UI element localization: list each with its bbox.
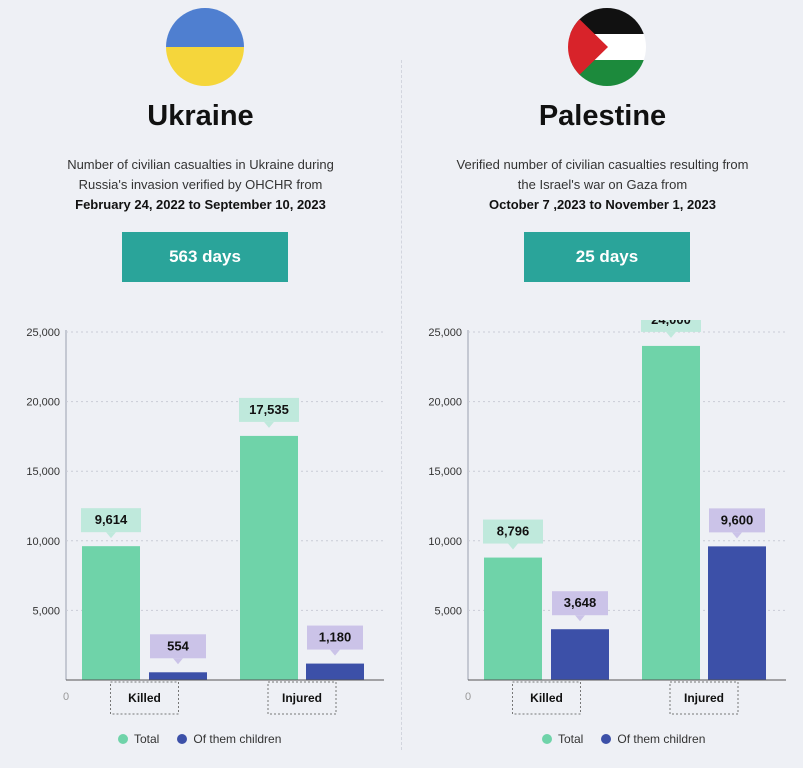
category-box [512,681,581,715]
data-label: 8,796 [483,519,543,550]
data-label-box [641,320,701,332]
days-badge: 563 days [122,232,288,282]
description: Verified number of civilian casualties r… [402,155,803,215]
y-tick-label: 10,000 [428,536,462,548]
description-line: Verified number of civilian casualties r… [456,157,749,172]
data-label-box [483,519,543,544]
data-label: 3,648 [552,591,608,622]
palestine-panel: Palestine Verified number of civilian ca… [402,0,803,768]
y-tick-label: 15,000 [428,466,462,478]
data-label-box [81,508,141,533]
bar-total-killed [82,546,140,680]
y-tick-label: 20,000 [26,397,60,409]
data-label-pointer [264,421,274,428]
palestine-bar-chart: 5,000 10,000 15,000 20,000 25,000 0 8,796 3,648… [428,320,786,715]
data-label-pointer [666,331,676,338]
legend-dot-total [542,734,552,744]
bar-children-injured [306,663,364,680]
days-badge: 25 days [524,232,690,282]
data-label-text: 1,180 [319,630,352,645]
data-label-box [150,634,206,659]
legend-dot-children [601,734,612,744]
bar-children-killed [551,629,609,680]
legend: Total Of them children [118,732,299,746]
date-range-text: October 7 ,2023 to November 1, 2023 [489,197,716,212]
palestine-flag-icon [568,8,646,86]
date-range: October 7 ,2023 to November 1, 2023 [402,195,803,215]
data-label: 17,535 [239,397,299,428]
bar-total-injured [642,345,700,680]
data-label: 24,000 [641,320,701,338]
category-box [110,681,179,715]
legend-label-total: Total [558,732,584,746]
panel-divider [401,60,402,750]
country-title: Ukraine [147,100,254,132]
legend-item-total: Total [542,732,583,746]
data-label-text: 9,614 [95,512,128,527]
x-category-label: Killed [530,691,563,705]
legend-dot-total [118,734,128,744]
data-label-pointer [330,649,340,656]
country-title: Palestine [538,100,667,132]
data-label: 9,600 [709,508,765,539]
ukraine-panel: Ukraine Number of civilian casualties in… [0,0,401,768]
data-label-box [709,508,765,533]
data-label-pointer [732,532,742,539]
legend-label-children: Of them children [617,732,706,746]
x-category-label: Killed [128,691,161,705]
data-label-box [307,625,363,650]
description-line: the Israel's war on Gaza from [517,177,688,192]
legend-item-children: Of them children [601,732,705,746]
legend-item-children: Of them children [177,732,281,746]
data-label: 1,180 [307,625,363,656]
x-category-label: Injured [282,691,322,705]
y-tick-label: 5,000 [434,605,462,617]
data-label-pointer [106,532,116,539]
data-label-pointer [173,658,183,665]
y-tick-label: 15,000 [26,466,60,478]
bar-children-killed [149,672,207,680]
origin-label: 0 [465,691,471,703]
legend: Total Of them children [542,732,723,746]
description: Number of civilian casualties in Ukraine… [0,155,401,215]
y-tick-label: 10,000 [26,536,60,548]
x-category-label: Injured [684,691,724,705]
y-tick-label: 25,000 [428,327,462,339]
data-label-text: 9,600 [721,512,754,527]
data-label: 554 [150,634,206,665]
y-tick-label: 5,000 [32,605,60,617]
bar-total-killed [484,557,542,680]
data-label-text: 24,000 [651,320,691,327]
data-label: 9,614 [81,508,141,539]
legend-dot-children [177,734,188,744]
legend-item-total: Total [118,732,159,746]
data-label-text: 17,535 [249,402,289,417]
category-box [267,681,337,715]
bar-children-injured [708,546,766,680]
description-line: Russia's invasion verified by OHCHR from [78,177,323,192]
date-range: February 24, 2022 to September 10, 2023 [0,195,401,215]
data-label-text: 3,648 [564,595,597,610]
description-line: Number of civilian casualties in Ukraine… [67,157,334,172]
origin-label: 0 [63,691,69,703]
category-box [669,681,739,715]
ukraine-bar-chart: 5,000 10,000 15,000 20,000 25,000 0 9,614 554 Ki… [26,327,384,715]
y-tick-label: 25,000 [26,327,60,339]
data-label-pointer [508,543,518,550]
legend-label-children: Of them children [193,732,282,746]
ukraine-flag-icon [166,8,244,86]
data-label-pointer [575,615,585,622]
legend-label-total: Total [134,732,160,746]
bar-total-injured [240,435,298,680]
data-label-text: 8,796 [497,524,530,539]
date-range-text: February 24, 2022 to September 10, 2023 [75,197,326,212]
y-tick-label: 20,000 [428,397,462,409]
data-label-box [552,591,608,616]
data-label-text: 554 [167,638,189,653]
data-label-box [239,397,299,422]
